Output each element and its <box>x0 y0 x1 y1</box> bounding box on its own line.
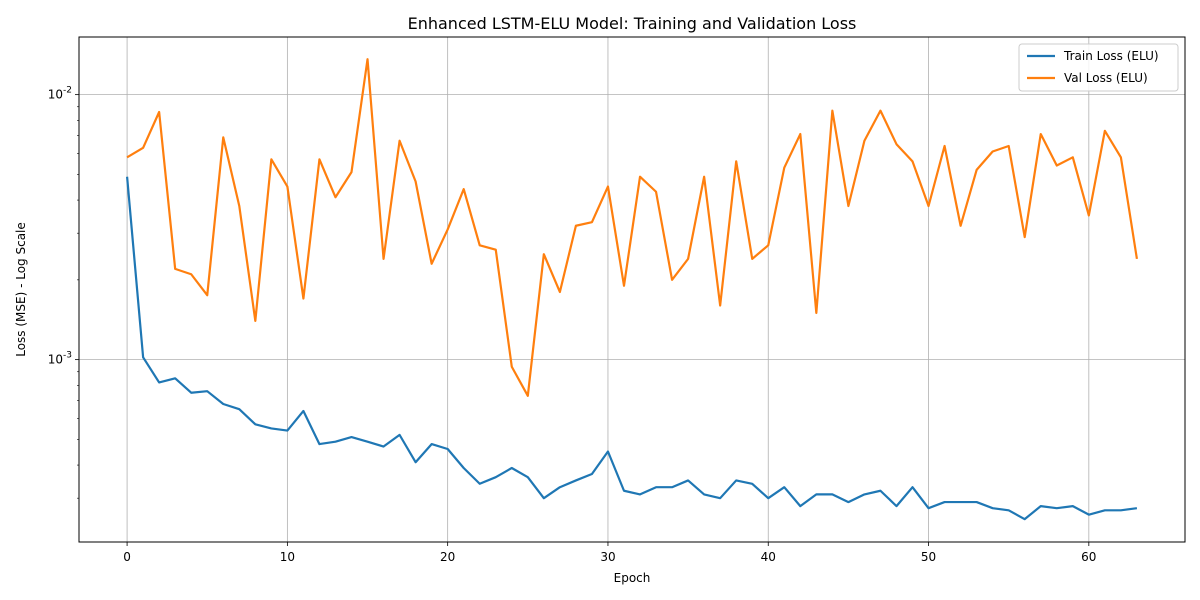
chart-title: Enhanced LSTM-ELU Model: Training and Va… <box>408 14 857 33</box>
y-tick-label: 10-2 <box>48 86 72 102</box>
series-line-2 <box>126 58 1138 397</box>
plot-frame <box>78 36 1186 543</box>
x-tick-label: 10 <box>280 550 295 564</box>
y-tick-label: 10-3 <box>48 351 72 367</box>
legend: Train Loss (ELU) Val Loss (ELU) <box>1018 43 1179 92</box>
legend-box <box>1018 43 1179 92</box>
y-axis-label: Loss (MSE) - Log Scale <box>14 222 28 357</box>
series-line-1 <box>125 176 1138 521</box>
axis-ticks: 0 10 20 30 40 50 60 10-3 10-2 <box>48 86 1097 564</box>
grid <box>79 37 1185 542</box>
x-tick-label: 40 <box>761 550 776 564</box>
x-tick-label: 0 <box>123 550 131 564</box>
x-tick-label: 30 <box>600 550 615 564</box>
x-tick-label: 60 <box>1081 550 1096 564</box>
x-tick-label: 50 <box>921 550 936 564</box>
x-tick-label: 20 <box>440 550 455 564</box>
legend-entry-1: Train Loss (ELU) <box>1063 49 1159 63</box>
series-lines <box>125 58 1138 521</box>
x-axis-label: Epoch <box>614 571 651 585</box>
legend-entry-2: Val Loss (ELU) <box>1064 71 1148 85</box>
